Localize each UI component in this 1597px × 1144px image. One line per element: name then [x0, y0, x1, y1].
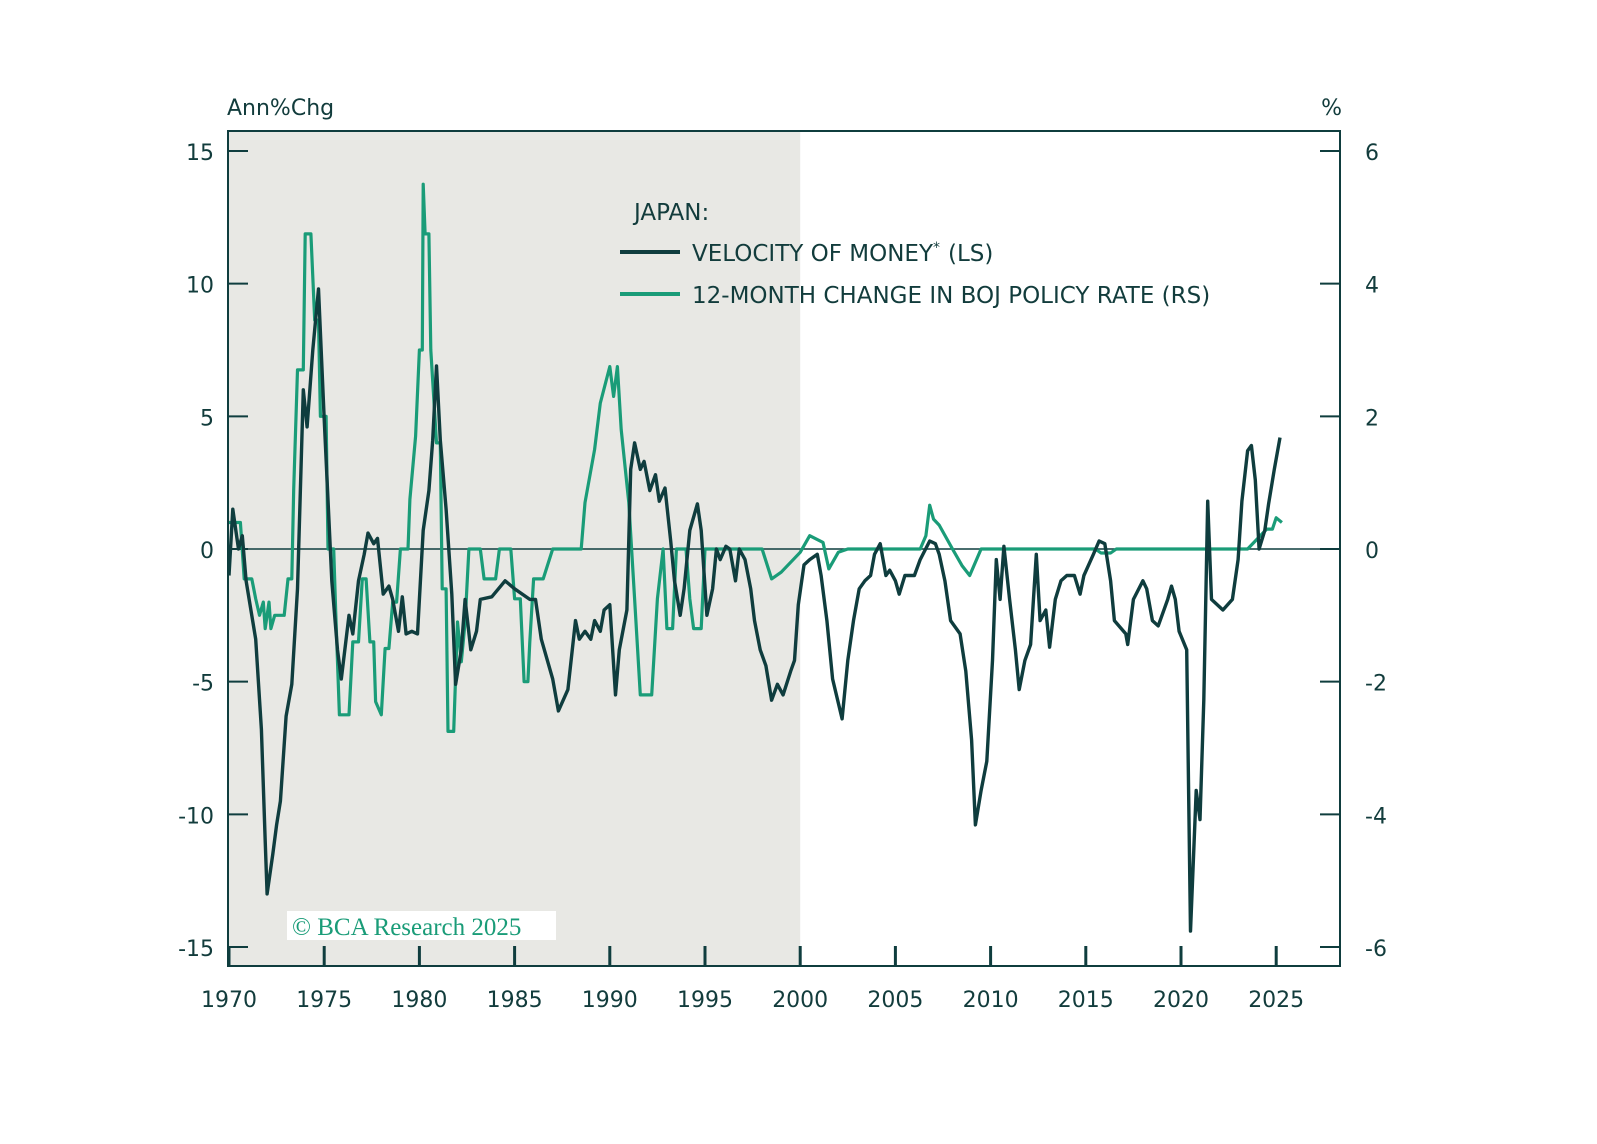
series-line-velocity [227, 287, 1282, 933]
left-tick-label: 0 [200, 539, 214, 564]
legend-velocity-name: VELOCITY OF MONEY [692, 241, 934, 267]
left-tick-label: -5 [192, 672, 214, 697]
x-tick-label: 1980 [391, 988, 447, 1013]
x-tick-label: 1985 [487, 988, 543, 1013]
legend-velocity-asterisk: * [933, 240, 940, 256]
right-tick-label: 0 [1365, 539, 1379, 564]
left-tick-label: 10 [186, 274, 214, 299]
left-tick-label: -10 [178, 804, 214, 829]
left-axis-unit: Ann%Chg [227, 96, 334, 121]
legend-label-velocity: VELOCITY OF MONEY* (LS) [692, 240, 993, 267]
right-tick-label: 6 [1365, 141, 1379, 166]
x-tick-label: 2020 [1153, 988, 1209, 1013]
right-tick-label: 2 [1365, 406, 1379, 431]
right-tick-label: -2 [1365, 672, 1387, 697]
legend-velocity-axis: (LS) [948, 241, 993, 267]
x-tick-label: 1995 [677, 988, 733, 1013]
x-tick-label: 2005 [867, 988, 923, 1013]
watermark: © BCA Research 2025 [292, 914, 521, 941]
x-tick-label: 2000 [772, 988, 828, 1013]
plot-frame [227, 130, 1341, 967]
x-tick-label: 1975 [296, 988, 352, 1013]
right-tick-label: -4 [1365, 804, 1387, 829]
left-tick-label: -15 [178, 937, 214, 962]
x-tick-label: 2010 [963, 988, 1019, 1013]
legend-label-policy: 12-MONTH CHANGE IN BOJ POLICY RATE (RS) [692, 283, 1210, 309]
x-tick-label: 1970 [201, 988, 257, 1013]
left-tick-label: 15 [186, 141, 214, 166]
right-axis-unit: % [1321, 96, 1342, 121]
left-tick-label: 5 [200, 406, 214, 431]
legend: JAPAN: VELOCITY OF MONEY* (LS) 12-MONTH C… [620, 200, 1210, 309]
x-tick-label: 2015 [1058, 988, 1114, 1013]
right-tick-label: 4 [1365, 274, 1379, 299]
watermark-background [287, 911, 556, 940]
x-tick-label: 2025 [1248, 988, 1304, 1013]
right-tick-label: -6 [1365, 937, 1387, 962]
legend-title: JAPAN: [632, 200, 709, 226]
x-tick-label: 1990 [582, 988, 638, 1013]
series-line-policy-rate [229, 182, 1283, 734]
